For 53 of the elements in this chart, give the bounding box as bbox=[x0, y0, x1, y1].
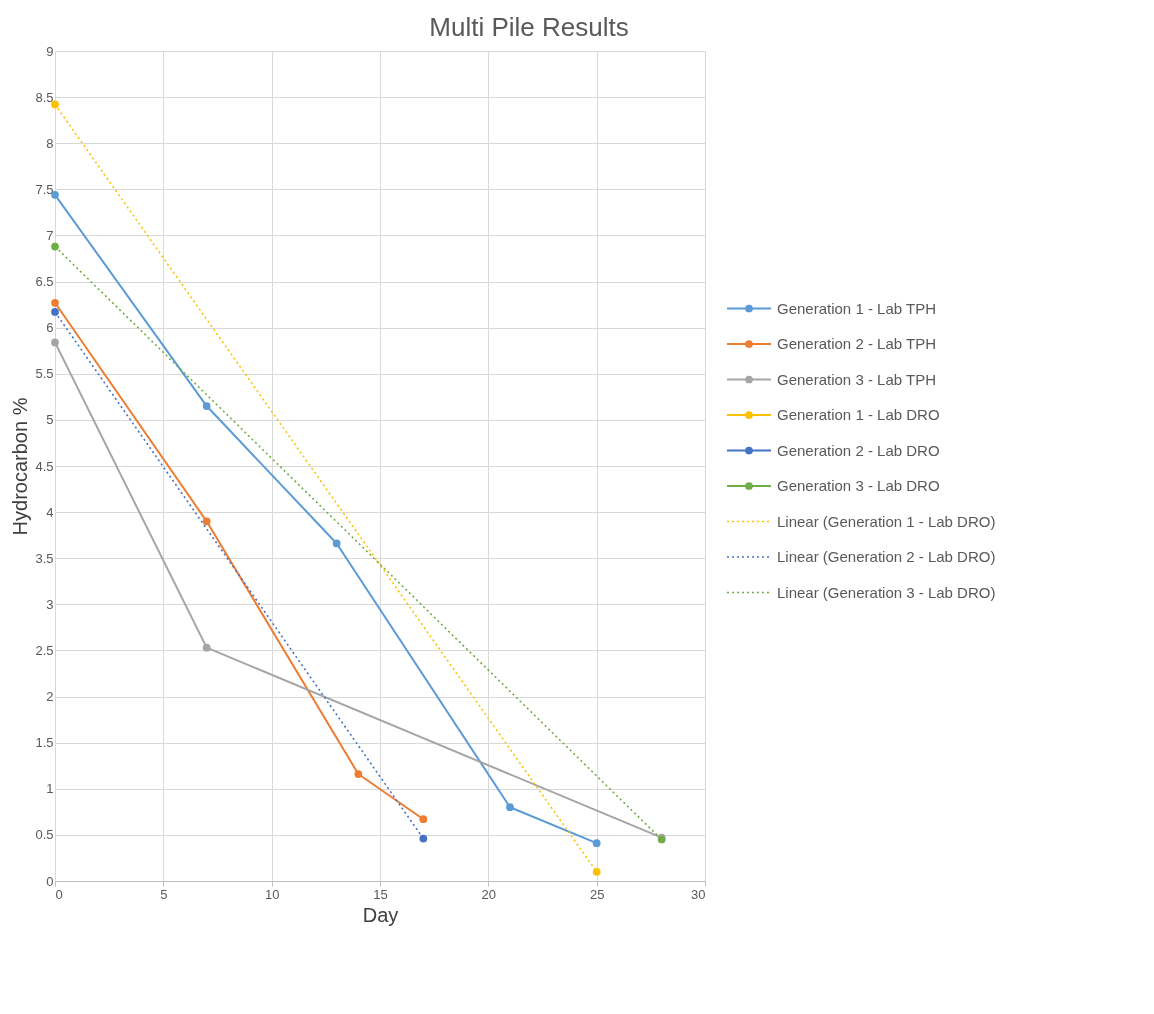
y-tick-label: 6.5 bbox=[35, 274, 54, 290]
legend-label: Linear (Generation 1 - Lab DRO) bbox=[777, 512, 996, 530]
point bbox=[51, 338, 59, 347]
point bbox=[51, 242, 59, 251]
y-tick-label: 2 bbox=[46, 689, 54, 705]
point bbox=[202, 402, 211, 410]
point bbox=[332, 539, 341, 548]
legend-label: Generation 2 - Lab DRO bbox=[777, 441, 940, 459]
x-tick-label: 25 bbox=[589, 886, 605, 902]
legend-label: Generation 3 - Lab DRO bbox=[777, 477, 940, 494]
point bbox=[419, 815, 428, 824]
legend-label: Generation 2 - Lab TPH bbox=[777, 335, 936, 352]
chart-title: Multi Pile Results bbox=[429, 12, 629, 42]
point bbox=[51, 298, 59, 307]
y-tick-label: 4.5 bbox=[35, 458, 54, 474]
legend-label: Linear (Generation 2 - Lab DRO) bbox=[777, 548, 996, 565]
point bbox=[592, 839, 601, 848]
point bbox=[354, 770, 363, 778]
legend-label: Generation 1 - Lab DRO bbox=[777, 406, 940, 423]
y-tick-label: 1 bbox=[46, 781, 54, 797]
point bbox=[592, 867, 601, 876]
x-tick-label: 15 bbox=[373, 886, 388, 902]
y-tick-label: 8 bbox=[46, 135, 54, 151]
y-tick-label: 7 bbox=[46, 227, 54, 243]
x-tick-label: 5 bbox=[160, 886, 168, 902]
point bbox=[506, 803, 514, 812]
x-tick-label: 30 bbox=[691, 886, 706, 902]
y-tick-label: 8.5 bbox=[35, 89, 54, 105]
legend-label: Linear (Generation 3 - Lab DRO) bbox=[777, 583, 996, 601]
y-tick-label: 4 bbox=[46, 504, 54, 520]
y-tick-label: 9 bbox=[46, 43, 54, 59]
y-tick-label: 5 bbox=[46, 412, 54, 428]
y-tick-label: 6 bbox=[46, 320, 54, 336]
x-tick-label: 20 bbox=[481, 886, 497, 902]
y-tick-label: 0.5 bbox=[35, 827, 54, 843]
point bbox=[419, 834, 428, 843]
y-axis-title: Hydrocarbon % bbox=[9, 397, 32, 536]
point bbox=[51, 100, 59, 109]
y-tick-label: 5.5 bbox=[35, 366, 54, 382]
legend-label: Generation 3 - Lab TPH bbox=[777, 370, 936, 388]
legend-label: Generation 1 - Lab TPH bbox=[777, 299, 936, 317]
y-tick-label: 3.5 bbox=[35, 550, 54, 566]
point bbox=[51, 191, 59, 199]
point bbox=[202, 643, 211, 652]
y-tick-label: 3 bbox=[46, 596, 54, 612]
y-tick-label: 2.5 bbox=[35, 642, 54, 658]
y-tick-label: 7.5 bbox=[35, 181, 54, 197]
y-tick-label: 0 bbox=[46, 873, 54, 889]
y-tick-label: 1.5 bbox=[35, 735, 54, 751]
point bbox=[202, 517, 211, 526]
x-tick-label: 10 bbox=[264, 886, 280, 902]
x-axis-title: Day bbox=[362, 903, 399, 926]
point bbox=[51, 308, 59, 316]
